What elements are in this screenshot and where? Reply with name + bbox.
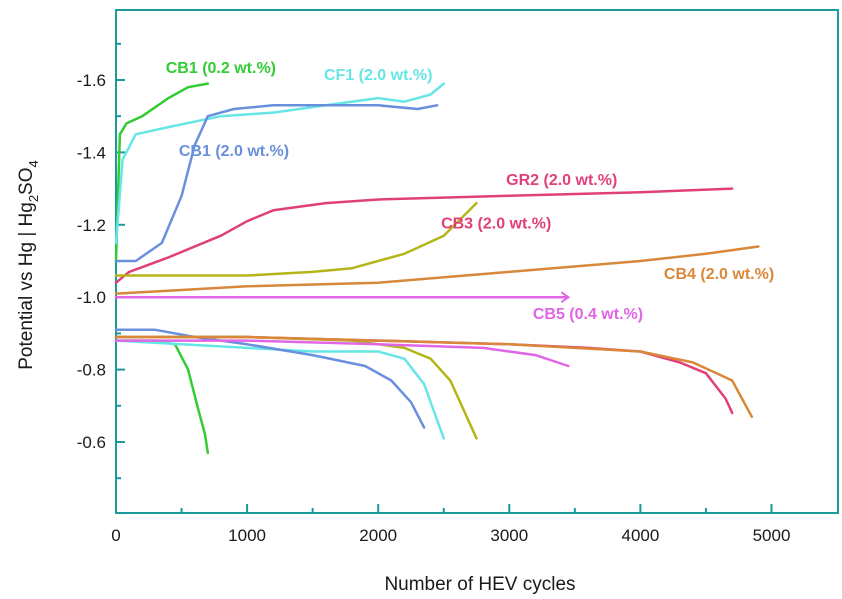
series-label: CB1 (0.2 wt.%) bbox=[166, 60, 276, 77]
series-label: CB4 (2.0 wt.%) bbox=[664, 266, 774, 283]
y-tick-label: -1.6 bbox=[77, 71, 106, 90]
y-tick-label: -0.6 bbox=[77, 433, 106, 452]
series-1-charge-line bbox=[114, 82, 210, 263]
x-tick-label: 2000 bbox=[359, 526, 397, 545]
x-tick-label: 0 bbox=[111, 526, 120, 545]
series-1-discharge-line bbox=[114, 339, 210, 455]
y-axis-title: Potential vs Hg | Hg2SO4 bbox=[16, 160, 41, 370]
series-layer bbox=[114, 82, 760, 455]
series-3-discharge-line bbox=[114, 328, 426, 429]
series-6-discharge-line bbox=[114, 335, 754, 418]
x-tick-label: 4000 bbox=[621, 526, 659, 545]
y-tick-label: -1.4 bbox=[77, 143, 106, 162]
series-label: GR2 (2.0 wt.%) bbox=[506, 172, 617, 189]
series-label: CB3 (2.0 wt.%) bbox=[441, 215, 551, 232]
y-tick-label: -1.0 bbox=[77, 288, 106, 307]
x-tick-label: 3000 bbox=[490, 526, 528, 545]
x-tick-label: 1000 bbox=[228, 526, 266, 545]
series-4-charge-line bbox=[114, 187, 734, 284]
cb5-arrowhead bbox=[560, 291, 571, 304]
series-label: CB5 (0.4 wt.%) bbox=[533, 306, 643, 323]
series-5-charge-line bbox=[114, 201, 478, 277]
series-6-charge-line bbox=[114, 245, 760, 295]
y-tick-label: -0.8 bbox=[77, 361, 106, 380]
series-2-discharge-line bbox=[114, 339, 446, 440]
axes: -0.6 -0.8 -1.0 -1.2 -1.4 -1.6 0 1000 2000 3000 400… bbox=[77, 9, 839, 545]
y-tick-label: -1.2 bbox=[77, 216, 106, 235]
series-label: CB1 (2.0 wt.%) bbox=[179, 143, 289, 160]
label-layer: CB1 (0.2 wt.%) CF1 (2.0 wt.%) CB1 (2.0 wt.… bbox=[166, 60, 774, 323]
series-7-discharge-line bbox=[114, 339, 570, 368]
series-2-charge-line bbox=[114, 82, 446, 245]
series-label: CF1 (2.0 wt.%) bbox=[324, 67, 432, 84]
x-axis-title: Number of HEV cycles bbox=[384, 574, 575, 595]
series-4-discharge-line bbox=[114, 335, 734, 415]
series-3-charge-line bbox=[114, 104, 439, 263]
x-tick-label: 5000 bbox=[753, 526, 791, 545]
